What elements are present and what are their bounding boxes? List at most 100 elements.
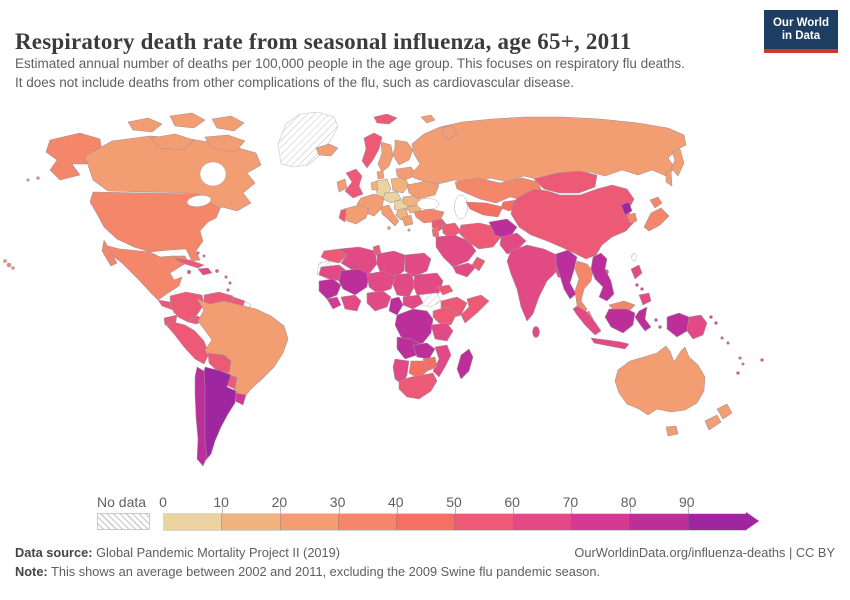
country-zambia[interactable] [412,342,436,360]
country-novaya-zemlya[interactable] [441,124,458,141]
legend-segment[interactable] [571,514,630,530]
country-canadian-arctic[interactable] [127,117,163,133]
country-vanuatu[interactable] [738,356,742,360]
country-eritrea[interactable] [436,284,454,296]
country-philippines-luzon[interactable] [630,264,643,280]
country-chad[interactable] [392,272,416,298]
country-tasmania[interactable] [665,425,679,437]
country-south-sudan[interactable] [418,292,442,308]
legend-no-data-swatch[interactable] [97,513,150,530]
country-ireland[interactable] [336,178,348,193]
country-sumatra[interactable] [572,305,602,336]
country-lesser-antilles[interactable] [224,275,228,279]
country-philippines-mindanao[interactable] [638,292,652,306]
country-philippines-visayas[interactable] [635,283,639,287]
legend-segment[interactable] [454,514,513,530]
country-brazil[interactable] [196,298,289,400]
country-canadian-arctic[interactable] [211,115,245,132]
legend-segment[interactable] [221,514,280,530]
country-solomon-islands[interactable] [720,336,724,340]
country-somalia[interactable] [460,294,490,324]
country-south-korea[interactable] [626,212,638,224]
footer-url[interactable]: OurWorldinData.org/influenza-deaths | CC… [574,545,835,560]
country-india[interactable] [506,244,565,322]
country-vietnam-laos[interactable] [590,252,615,302]
country-uganda-kenya[interactable] [432,306,458,326]
country-china[interactable] [510,184,636,260]
country-canadian-arctic[interactable] [150,133,195,151]
country-sulawesi[interactable] [634,306,652,332]
country-ivory-coast-ghana[interactable] [340,294,362,312]
country-canadian-arctic[interactable] [169,112,206,129]
country-north-korea[interactable] [620,201,633,216]
country-kamchatka[interactable] [670,148,685,177]
country-mozambique[interactable] [432,344,452,378]
country-oman[interactable] [471,256,486,272]
country-fiji[interactable] [760,358,764,362]
country-hawaii[interactable] [3,259,7,263]
country-sweden[interactable] [377,141,394,173]
country-bahamas[interactable] [196,251,200,255]
country-tunisia[interactable] [372,244,382,257]
country-sri-lanka[interactable] [532,326,540,338]
country-bolivia[interactable] [207,352,232,374]
country-mongolia[interactable] [533,170,598,194]
legend-segment[interactable] [337,514,397,530]
country-lesser-antilles[interactable] [228,281,232,285]
country-papua-new-guinea[interactable] [686,314,708,340]
country-afghanistan[interactable] [488,218,518,240]
country-egypt[interactable] [404,252,432,278]
country-iceland[interactable] [315,143,339,157]
country-australia[interactable] [614,345,706,416]
country-benelux[interactable] [370,180,379,191]
country-uzbekistan[interactable] [465,201,504,218]
country-moluccas[interactable] [658,325,662,329]
country-sicily[interactable] [387,226,391,230]
country-denmark[interactable] [376,170,385,180]
country-tanzania[interactable] [430,322,454,342]
country-bahamas[interactable] [202,254,206,258]
legend-segment[interactable] [687,514,746,530]
country-png-islands[interactable] [709,315,713,319]
country-lesser-antilles[interactable] [226,288,230,292]
country-uk[interactable] [344,168,364,199]
country-mali[interactable] [338,268,370,296]
country-baja-california[interactable] [101,239,118,267]
country-svalbard[interactable] [373,113,398,125]
country-japan-honshu[interactable] [643,207,670,232]
country-central-african-republic[interactable] [402,294,424,310]
country-israel-jordan[interactable] [431,226,440,239]
country-sierra-leone-liberia[interactable] [326,296,342,310]
legend-segment[interactable] [396,514,455,530]
country-sakhalin[interactable] [665,169,673,187]
country-finland[interactable] [392,139,414,166]
country-belarus-baltics[interactable] [395,166,418,181]
country-greenland[interactable] [277,111,339,168]
country-franz-josef[interactable] [420,114,436,124]
country-colombia[interactable] [169,291,205,323]
country-moluccas[interactable] [654,318,658,322]
country-yemen[interactable] [452,262,477,278]
country-peru[interactable] [166,320,210,365]
country-iraq[interactable] [441,222,462,240]
legend-segment[interactable] [279,514,338,530]
country-philippines-visayas[interactable] [640,287,644,291]
country-borneo[interactable] [604,308,636,334]
country-vanuatu[interactable] [741,362,745,366]
country-jamaica[interactable] [186,269,192,275]
country-niger[interactable] [366,270,396,294]
country-new-zealand-south[interactable] [704,414,722,431]
country-greece[interactable] [401,214,414,227]
country-cuba[interactable] [173,257,205,269]
legend-segment[interactable] [512,514,572,530]
country-iran[interactable] [458,222,502,250]
country-png-islands[interactable] [714,321,718,325]
legend-segment[interactable] [164,514,222,530]
country-japan-hokkaido[interactable] [649,196,663,209]
country-cameroon[interactable] [388,296,404,316]
country-new-caledonia[interactable] [736,371,740,375]
country-senegal-guinea[interactable] [318,278,342,300]
country-norway[interactable] [361,132,383,169]
country-canadian-arctic[interactable] [204,134,246,153]
country-portugal[interactable] [338,208,347,223]
